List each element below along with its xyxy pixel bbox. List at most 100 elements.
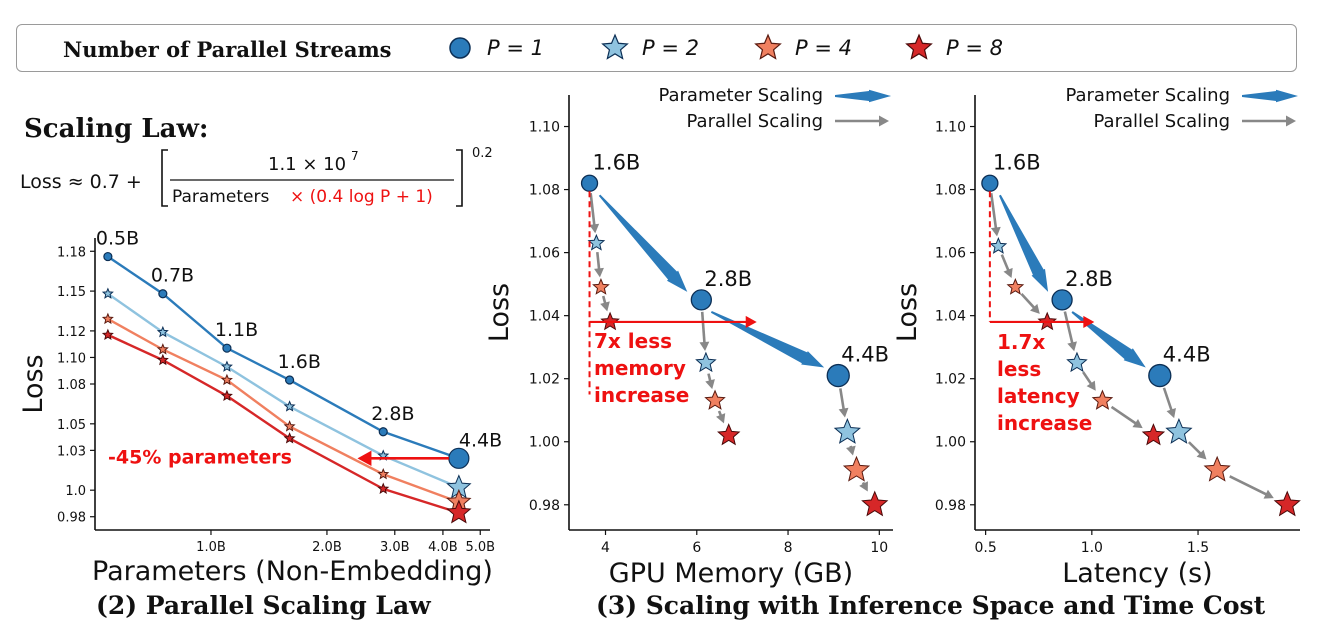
data-point [101, 312, 114, 325]
x-tick-label: 4.0B [428, 540, 458, 555]
y-axis-label: Loss [484, 283, 515, 342]
data-point [377, 467, 390, 480]
parallel-scaling-arrow [700, 311, 706, 346]
star-icon [754, 33, 782, 60]
y-tick-label: 1.10 [935, 120, 966, 136]
parallel-scaling-arrowhead [1086, 380, 1096, 391]
data-point [690, 289, 712, 311]
y-tick-label: 1.0 [65, 484, 86, 499]
data-point [156, 353, 169, 366]
parallel-scaling-arrow [596, 251, 601, 272]
parallel-scaling-arrowhead [1196, 449, 1207, 460]
y-tick-label: 1.02 [935, 372, 966, 388]
x-tick-label: 1.5 [1187, 540, 1209, 556]
y-tick-label: 0.98 [935, 498, 966, 514]
legend-item-p2: P = 2 [600, 33, 699, 63]
x-axis-label: Latency (s) [1062, 558, 1212, 589]
x-tick-label: 8 [784, 540, 793, 556]
parallel-scaling-arrow [1020, 293, 1037, 311]
data-point [1273, 490, 1301, 517]
legend-title: Number of Parallel Streams [63, 37, 392, 62]
y-tick-label: 1.18 [57, 245, 86, 260]
data-point [1066, 351, 1088, 373]
annotation-arrowhead [745, 315, 757, 329]
point-label: 1.6B [278, 351, 321, 373]
x-tick-label: 3.0B [380, 540, 410, 555]
parallel-scaling-arrowhead [1067, 341, 1077, 352]
series-line [107, 317, 460, 504]
y-tick-label: 1.08 [529, 183, 560, 199]
scaling-law-formula: Loss ≈ 0.7 + 1.1 × 10 7 Parameters × (0.… [20, 146, 493, 207]
x-tick-label: 0.5 [974, 540, 996, 556]
y-tick-label: 1.03 [57, 444, 86, 459]
parallel-scaling-arrowhead [716, 413, 726, 424]
group-label: 1.6B [993, 150, 1041, 174]
y-tick-label: 1.12 [57, 325, 86, 340]
data-point [220, 389, 233, 402]
data-point [220, 360, 233, 372]
formula-denominator: Parameters [172, 187, 269, 207]
legend-parameter-scaling: Parameter Scaling [1065, 85, 1230, 106]
y-tick-label: 1.06 [935, 246, 966, 262]
legend-parameter-scaling: Parameter Scaling [658, 85, 823, 106]
y-tick-label: 1.02 [529, 372, 560, 388]
data-point [285, 375, 295, 385]
scaling-law-title: Scaling Law: [24, 114, 209, 144]
y-tick-label: 0.98 [529, 498, 560, 514]
parallel-scaling-arrow [989, 192, 998, 231]
legend-label-p2: P = 2 [642, 36, 699, 60]
x-axis-label: GPU Memory (GB) [609, 558, 853, 589]
y-tick-label: 1.15 [57, 285, 86, 300]
y-tick-label: 1.08 [57, 378, 86, 393]
parallel-scaling-arrow [1110, 405, 1139, 426]
legend-item-p1: P = 1 [445, 33, 544, 63]
annotation-text: -45% parameters [108, 446, 292, 468]
parallel-scaling-arrowhead [1263, 489, 1274, 499]
star-icon [601, 33, 629, 60]
parallel-scaling-arrow [589, 193, 596, 228]
parallel-scaling-arrow [1229, 475, 1270, 497]
data-point [717, 423, 741, 446]
data-point [156, 325, 169, 338]
y-tick-label: 1.05 [57, 418, 86, 433]
annotation-text: less [997, 357, 1041, 381]
parallel-scaling-arrowhead [1030, 303, 1040, 314]
legend-parallel-scaling: Parallel Scaling [687, 111, 824, 132]
parallel-scaling-arrowhead [846, 445, 856, 456]
legend-label-p4: P = 4 [795, 36, 852, 60]
x-tick-label: 2.0B [312, 540, 342, 555]
data-point [704, 389, 726, 410]
data-point [222, 343, 232, 353]
x-tick-label: 10 [870, 540, 888, 556]
data-point [1051, 289, 1073, 311]
y-axis-label: Loss [18, 354, 49, 413]
data-point [1165, 417, 1193, 444]
y-tick-label: 1.00 [529, 435, 560, 451]
data-point [826, 363, 850, 388]
group-label: 4.4B [841, 343, 889, 367]
parallel-scaling-arrowhead [600, 301, 610, 312]
parallel-scaling-arrow [839, 388, 846, 412]
parallel-scaling-arrowhead [1003, 267, 1013, 279]
point-label: 0.5B [96, 228, 139, 250]
data-point [1006, 277, 1025, 295]
parallel-scaling-arrowhead [594, 267, 604, 278]
y-tick-label: 0.98 [57, 511, 86, 526]
data-point [377, 482, 390, 494]
parallel-scaling-arrow [1063, 311, 1075, 346]
y-tick-label: 1.04 [935, 309, 966, 325]
data-point [981, 174, 999, 192]
parallel-scaling-arrowhead [705, 379, 715, 390]
parameter-scaling-arrow [1071, 311, 1146, 368]
data-point [989, 236, 1008, 254]
legend-item-p4: P = 4 [753, 33, 852, 63]
x-axis-label: Parameters (Non-Embedding) [92, 556, 493, 587]
data-point [695, 351, 717, 373]
parallel-scaling-arrowhead [1132, 418, 1143, 429]
y-tick-label: 1.00 [935, 435, 966, 451]
annotation-arrowhead [357, 450, 372, 467]
x-tick-label: 5.0B [465, 540, 495, 555]
data-point [220, 373, 233, 386]
